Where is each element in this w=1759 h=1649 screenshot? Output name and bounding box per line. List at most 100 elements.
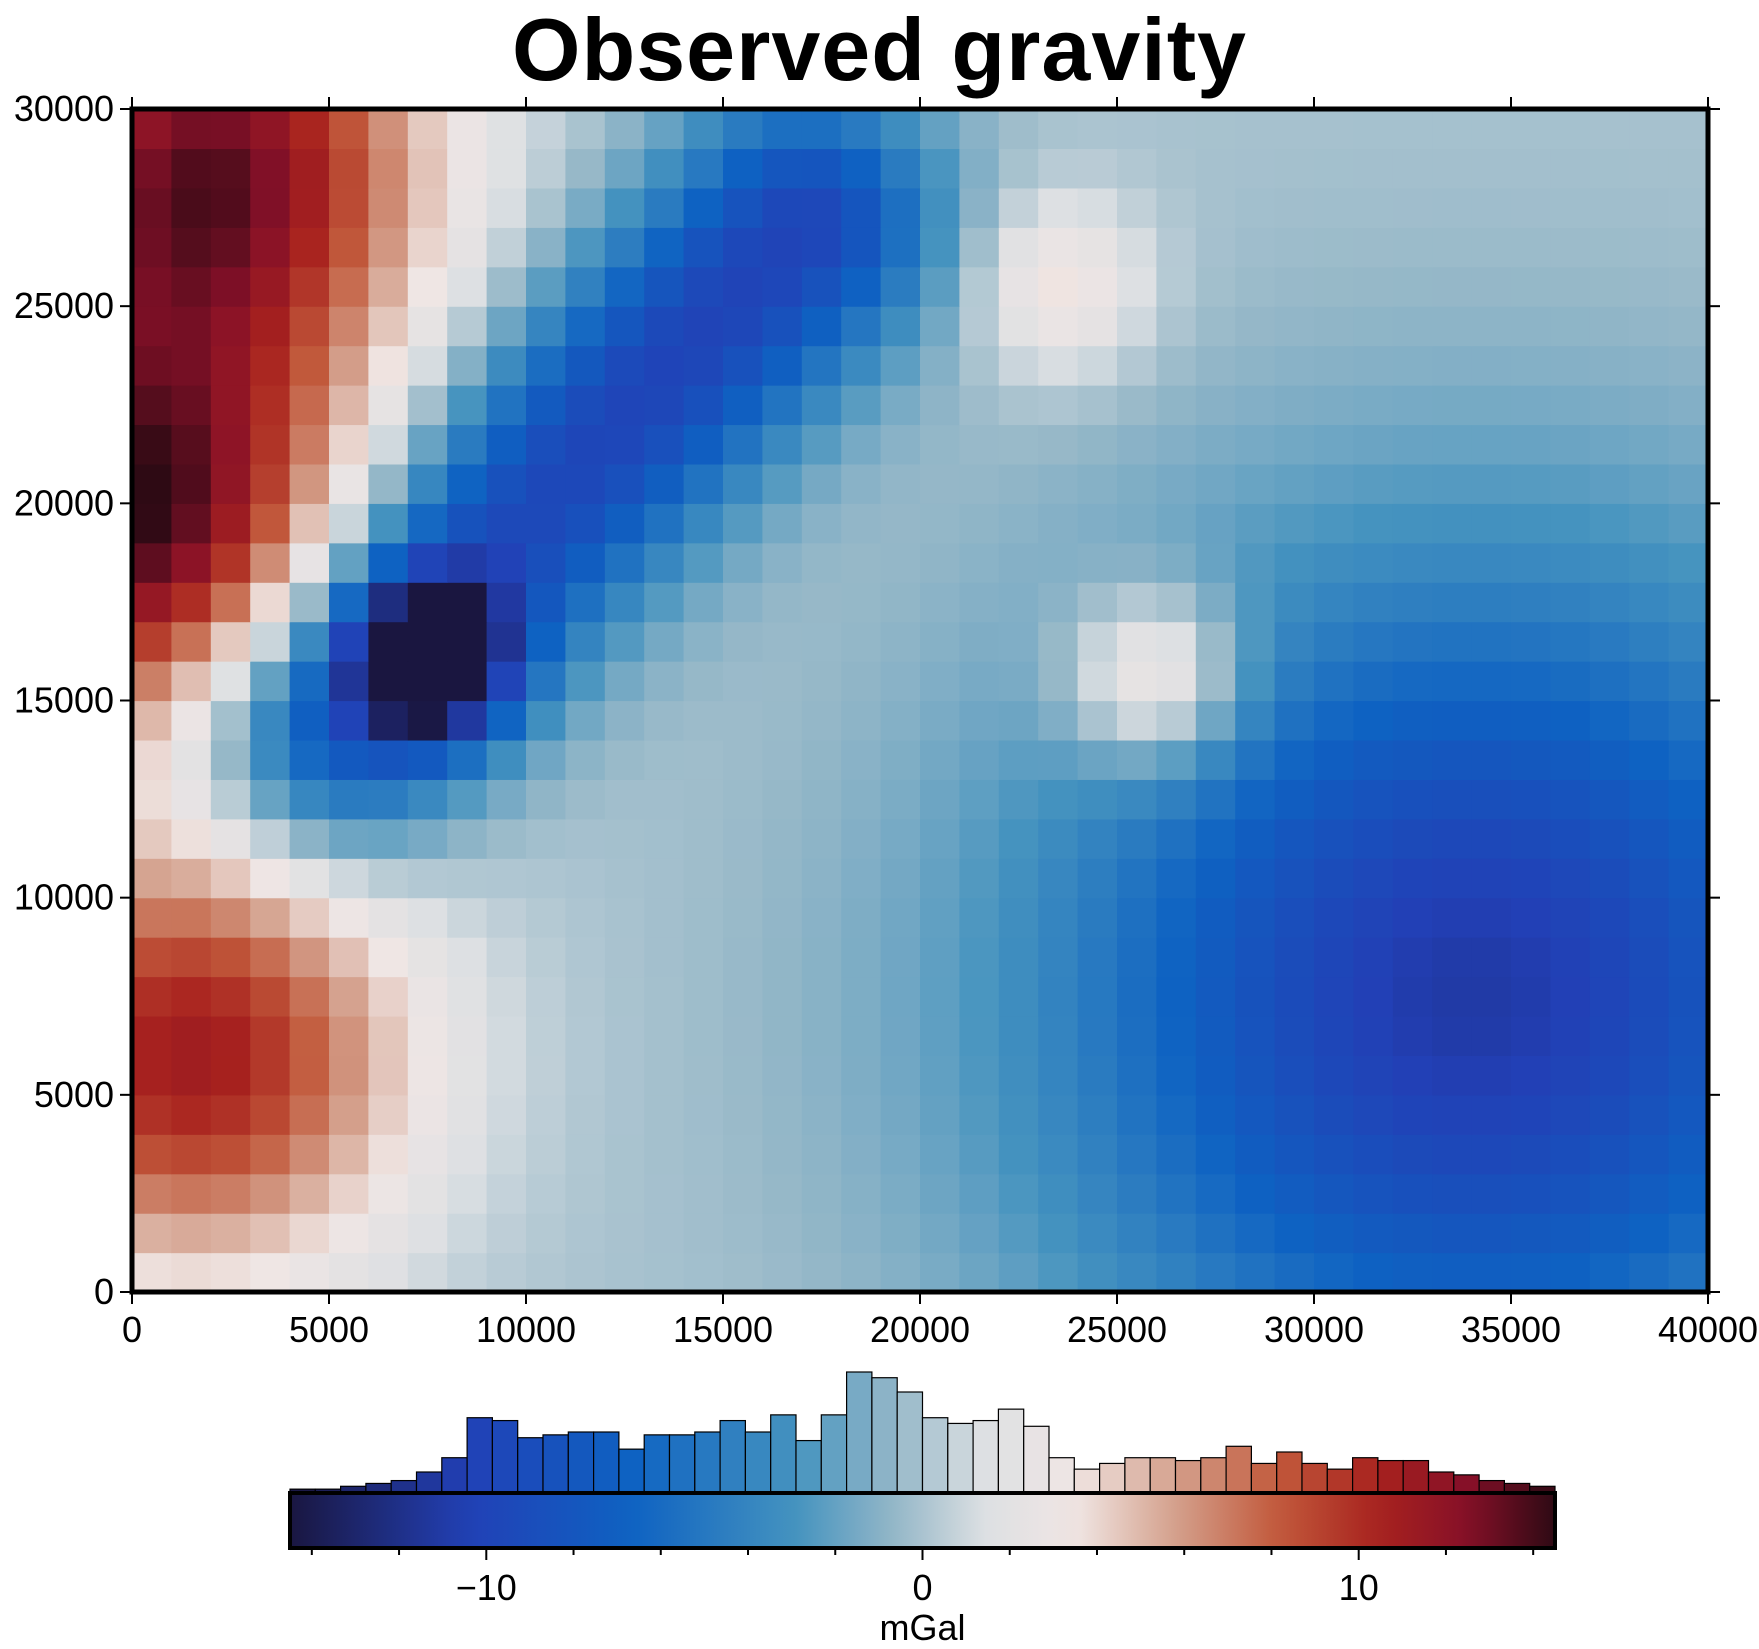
heatmap-cell [250, 306, 291, 347]
heatmap-cell [210, 109, 251, 150]
heatmap-cell [250, 345, 291, 386]
heatmap-cell [998, 858, 1039, 899]
heatmap-cell [486, 700, 527, 741]
histogram-bar [744, 1431, 772, 1493]
heatmap-cell [604, 897, 645, 938]
heatmap-cell [683, 937, 724, 978]
heatmap-cell [920, 266, 960, 307]
heatmap-cell [1314, 306, 1354, 347]
heatmap-cell [1117, 661, 1157, 702]
colorbar-unit-label: mGal [879, 1607, 965, 1648]
heatmap-cell [250, 937, 291, 978]
heatmap-cell [250, 1015, 291, 1056]
heatmap-cell [1589, 1055, 1630, 1096]
heatmap-cell [1353, 897, 1394, 938]
heatmap-cell [329, 661, 369, 702]
heatmap-cell [644, 897, 685, 938]
heatmap-cell [171, 345, 212, 386]
heatmap-cell [841, 858, 882, 899]
heatmap-cell [644, 266, 685, 307]
heatmap-cell [1511, 779, 1551, 820]
heatmap-cell [1511, 463, 1551, 504]
heatmap-cell [723, 1055, 763, 1096]
heatmap-cell [565, 858, 606, 899]
gravity-heatmap [132, 109, 1709, 1293]
heatmap-cell [998, 345, 1039, 386]
heatmap-cell [1156, 1173, 1197, 1214]
histogram-bar [1301, 1462, 1328, 1493]
heatmap-cell [683, 582, 724, 623]
heatmap-cell [801, 700, 842, 741]
heatmap-cell [526, 621, 566, 662]
heatmap-cell [210, 1173, 251, 1214]
colorbar-labels: −10 0 10 [456, 1567, 1379, 1608]
heatmap-cell [1550, 897, 1591, 938]
heatmap-cell [1550, 858, 1591, 899]
heatmap-cell [604, 739, 645, 780]
heatmap-cell [1195, 1252, 1236, 1293]
heatmap-cell [723, 1015, 763, 1056]
heatmap-cell [289, 1213, 330, 1254]
heatmap-cell [565, 148, 606, 189]
heatmap-cell [407, 621, 448, 662]
heatmap-cell [132, 109, 172, 150]
heatmap-cell [565, 1015, 606, 1056]
heatmap-cell [1353, 621, 1394, 662]
heatmap-cell [1314, 661, 1354, 702]
heatmap-cell [959, 1134, 1000, 1175]
heatmap-cell [1314, 266, 1354, 307]
heatmap-cell [1550, 148, 1591, 189]
heatmap-cell [762, 1134, 803, 1175]
heatmap-cell [1038, 582, 1079, 623]
heatmap-cell [723, 542, 763, 583]
heatmap-cell [1156, 109, 1197, 150]
heatmap-cell [880, 621, 921, 662]
heatmap-cell [329, 424, 369, 465]
heatmap-cell [920, 739, 960, 780]
heatmap-cell [132, 818, 172, 859]
heatmap-cell [1629, 345, 1670, 386]
heatmap-cell [132, 621, 172, 662]
heatmap-cell [1392, 503, 1433, 544]
heatmap-cell [1235, 542, 1276, 583]
heatmap-cell [210, 385, 251, 426]
heatmap-cell [447, 700, 488, 741]
heatmap-cell [1353, 1134, 1394, 1175]
heatmap-cell [171, 897, 212, 938]
heatmap-cell [1195, 1015, 1236, 1056]
heatmap-cell [1156, 1055, 1197, 1096]
heatmap-cell [1550, 582, 1591, 623]
heatmap-cell [1668, 621, 1709, 662]
heatmap-cell [1353, 266, 1394, 307]
heatmap-cell [998, 306, 1039, 347]
heatmap-cell [289, 858, 330, 899]
heatmap-cell [210, 1252, 251, 1293]
heatmap-cell [644, 818, 685, 859]
heatmap-cell [565, 1055, 606, 1096]
heatmap-cell [447, 858, 488, 899]
heatmap-cell [1589, 976, 1630, 1017]
histogram-bar [517, 1437, 544, 1493]
heatmap-cell [210, 621, 251, 662]
heatmap-cell [1589, 739, 1630, 780]
heatmap-cell [447, 818, 488, 859]
heatmap-cell [171, 503, 212, 544]
heatmap-cell [723, 306, 763, 347]
heatmap-cell [329, 937, 369, 978]
heatmap-cell [407, 463, 448, 504]
heatmap-cell [723, 266, 763, 307]
heatmap-cell [1117, 385, 1157, 426]
heatmap-cell [723, 779, 763, 820]
heatmap-cell [565, 187, 606, 228]
heatmap-cell [486, 1134, 527, 1175]
heatmap-cell [762, 109, 803, 150]
heatmap-cell [1038, 739, 1079, 780]
heatmap-cell [1511, 582, 1551, 623]
heatmap-cell [1550, 661, 1591, 702]
heatmap-cell [1274, 227, 1315, 268]
heatmap-cell [1314, 582, 1354, 623]
heatmap-cell [880, 542, 921, 583]
heatmap-cell [1235, 937, 1276, 978]
heatmap-cell [683, 1094, 724, 1135]
heatmap-cell [1668, 1252, 1709, 1293]
